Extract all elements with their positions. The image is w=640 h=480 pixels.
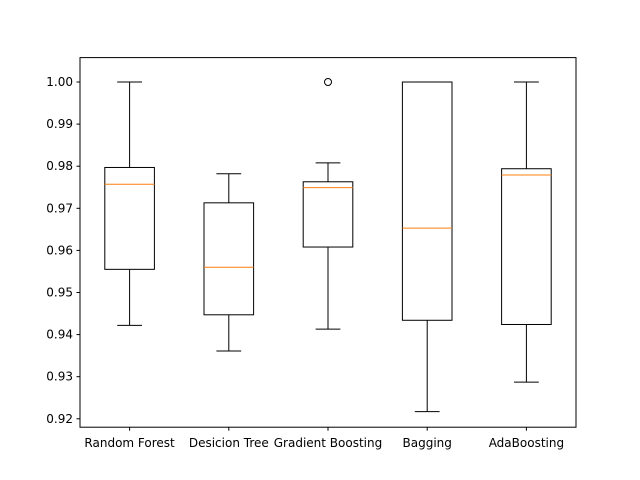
y-tick-label: 0.93 [46, 370, 73, 384]
boxes-layer [104, 78, 552, 413]
iqr-box [203, 202, 255, 316]
x-tick-label: Random Forest [84, 436, 175, 450]
box-group [203, 173, 255, 352]
iqr-box [501, 168, 552, 325]
x-tick-label: AdaBoosting [489, 436, 564, 450]
y-tick-label: 0.97 [46, 201, 73, 215]
y-tick-label: 1.00 [46, 75, 73, 89]
axes-frame [79, 57, 577, 428]
plot-area [80, 57, 576, 428]
iqr-box [401, 81, 453, 321]
y-tick-label: 0.95 [46, 285, 73, 299]
x-axis: Random Forest Desicion Tree Gradient Boost… [84, 427, 564, 450]
box-group [401, 81, 453, 413]
box-group [302, 78, 354, 330]
y-tick-label: 0.99 [46, 117, 73, 131]
iqr-box [104, 166, 155, 270]
y-tick-label: 0.98 [46, 159, 73, 173]
y-axis: 0.92 0.93 0.94 0.95 0.96 0.97 0.98 0.99 1.00 [46, 75, 80, 426]
x-tick-label: Bagging [403, 436, 452, 450]
y-tick-label: 0.94 [46, 328, 73, 342]
y-tick-label: 0.92 [46, 412, 73, 426]
x-tick-label: Gradient Boosting [274, 436, 382, 450]
box-group [501, 81, 552, 383]
box-group [104, 81, 155, 326]
iqr-box [302, 181, 354, 248]
x-tick-label: Desicion Tree [189, 436, 269, 450]
outlier-point [324, 78, 332, 87]
y-tick-label: 0.96 [46, 243, 73, 257]
